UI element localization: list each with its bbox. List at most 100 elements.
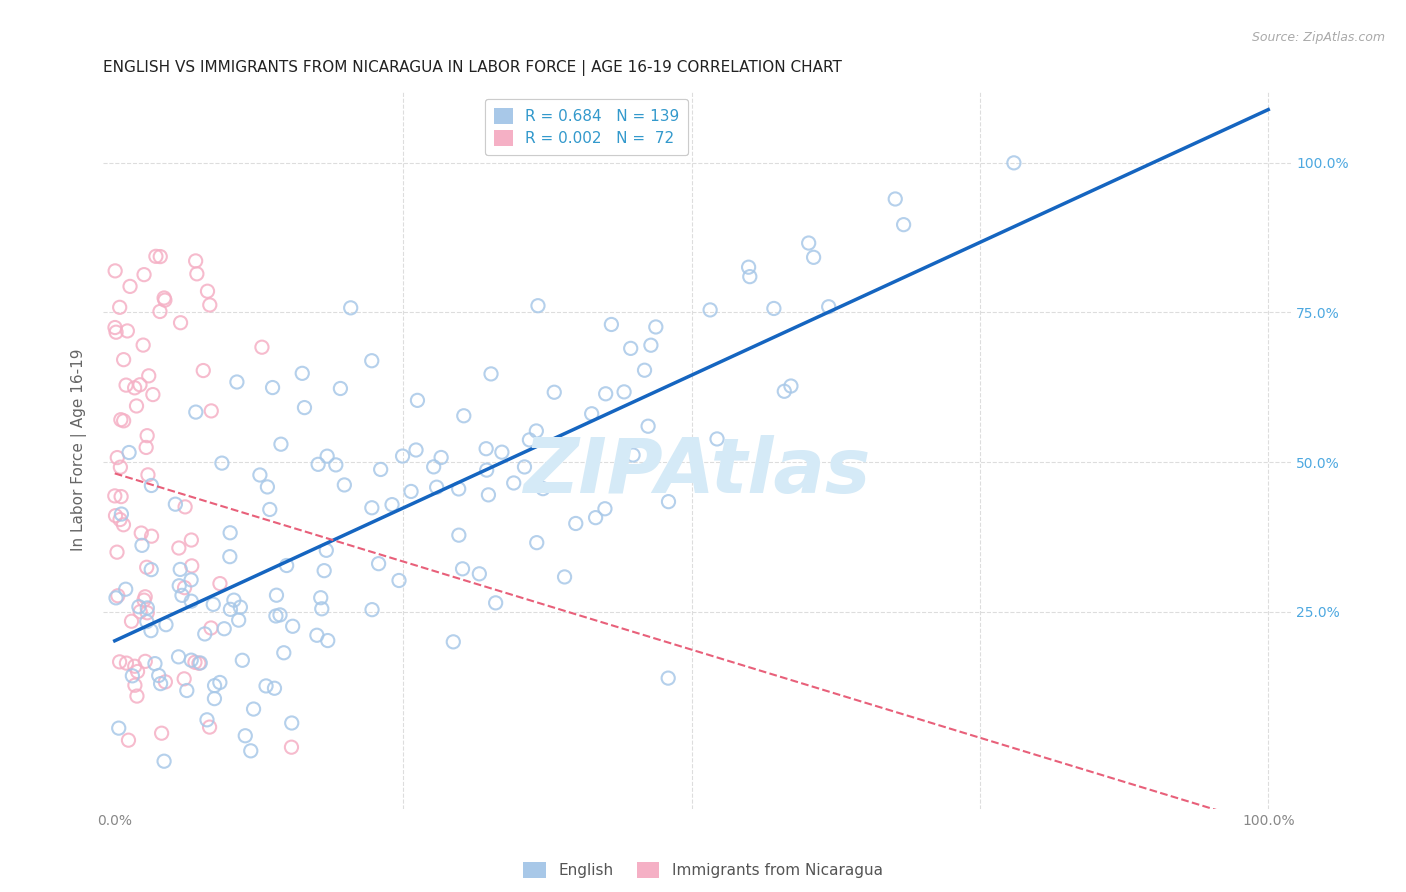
Point <box>132 268 155 282</box>
Point <box>276 558 298 573</box>
Point <box>513 459 536 474</box>
Point <box>194 627 217 641</box>
Point <box>361 602 384 616</box>
Point <box>803 250 825 264</box>
Point <box>325 458 347 472</box>
Point <box>105 545 128 559</box>
Point <box>422 459 444 474</box>
Point <box>117 324 139 338</box>
Point <box>249 467 271 482</box>
Point <box>526 535 548 549</box>
Point <box>479 367 502 381</box>
Point <box>621 448 644 462</box>
Point <box>104 489 127 503</box>
Point <box>112 517 135 532</box>
Point <box>314 564 336 578</box>
Point <box>165 497 187 511</box>
Point <box>250 340 273 354</box>
Point <box>426 480 449 494</box>
Point <box>187 657 209 671</box>
Point <box>339 301 361 315</box>
Point <box>135 615 157 629</box>
Point <box>381 498 404 512</box>
Point <box>104 591 127 605</box>
Point <box>738 269 761 284</box>
Point <box>180 573 202 587</box>
Point <box>453 409 475 423</box>
Point <box>155 674 177 689</box>
Point <box>134 590 156 604</box>
Point <box>125 689 148 703</box>
Point <box>136 606 159 620</box>
Point <box>138 368 160 383</box>
Point <box>893 218 915 232</box>
Point <box>153 293 176 307</box>
Point <box>115 656 138 670</box>
Point <box>259 502 281 516</box>
Point <box>491 445 513 459</box>
Point <box>188 656 211 670</box>
Point <box>477 488 499 502</box>
Point <box>633 363 655 377</box>
Point <box>391 449 413 463</box>
Point <box>110 413 132 427</box>
Point <box>468 566 491 581</box>
Point <box>447 528 470 542</box>
Point <box>149 304 172 318</box>
Point <box>430 450 453 465</box>
Point <box>699 302 721 317</box>
Point <box>125 399 148 413</box>
Point <box>117 733 139 747</box>
Point <box>620 342 643 356</box>
Point <box>447 482 470 496</box>
Point <box>657 671 679 685</box>
Point <box>197 284 219 298</box>
Point <box>128 599 150 614</box>
Point <box>204 691 226 706</box>
Point <box>180 533 202 547</box>
Point <box>135 441 157 455</box>
Point <box>360 500 382 515</box>
Point <box>104 320 127 334</box>
Point <box>148 668 170 682</box>
Point <box>270 437 292 451</box>
Point <box>581 407 603 421</box>
Point <box>112 352 135 367</box>
Point <box>108 301 131 315</box>
Point <box>104 264 127 278</box>
Point <box>451 562 474 576</box>
Point <box>441 635 464 649</box>
Point <box>208 576 231 591</box>
Point <box>184 405 207 419</box>
Point <box>167 649 190 664</box>
Point <box>399 484 422 499</box>
Point <box>797 235 820 250</box>
Point <box>329 382 352 396</box>
Point <box>129 377 152 392</box>
Point <box>291 367 314 381</box>
Point <box>311 602 333 616</box>
Point <box>124 659 146 673</box>
Point <box>208 675 231 690</box>
Point <box>121 669 143 683</box>
Point <box>762 301 785 316</box>
Point <box>218 549 240 564</box>
Point <box>239 744 262 758</box>
Point <box>107 721 129 735</box>
Point <box>256 480 278 494</box>
Text: ENGLISH VS IMMIGRANTS FROM NICARAGUA IN LABOR FORCE | AGE 16-19 CORRELATION CHAR: ENGLISH VS IMMIGRANTS FROM NICARAGUA IN … <box>103 60 842 76</box>
Point <box>200 404 222 418</box>
Point <box>153 291 176 305</box>
Point <box>780 379 803 393</box>
Point <box>225 375 247 389</box>
Point <box>135 560 157 574</box>
Point <box>406 393 429 408</box>
Point <box>405 442 427 457</box>
Point <box>640 338 662 352</box>
Point <box>219 602 242 616</box>
Point <box>155 617 177 632</box>
Text: Source: ZipAtlas.com: Source: ZipAtlas.com <box>1251 31 1385 45</box>
Point <box>200 621 222 635</box>
Point <box>773 384 796 399</box>
Point <box>554 570 576 584</box>
